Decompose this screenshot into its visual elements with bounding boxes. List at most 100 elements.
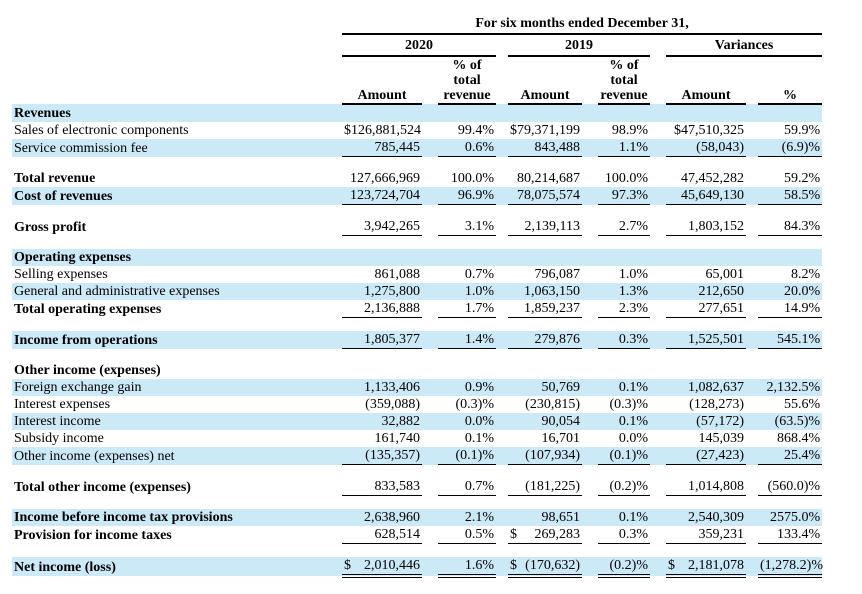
row-label: Subsidy income [14, 431, 104, 446]
cell: $126,881,524 [344, 123, 421, 138]
table-row: Interest expenses (359,088) (0.3)% (230,815… [12, 396, 822, 413]
spacer-cell [12, 157, 822, 171]
cell: $79,371,199 [510, 123, 580, 138]
row-label: Total revenue [14, 171, 96, 186]
spacer-row [12, 349, 822, 363]
row-label: Total operating expenses [14, 301, 162, 317]
column-gap [582, 283, 598, 300]
spacer-row [12, 544, 822, 558]
column-gap [650, 447, 666, 465]
row-label: Foreign exchange gain [14, 380, 142, 395]
table-row: Service commission fee 785,445 0.6% 843,488… [12, 139, 823, 157]
cell: 97.3% [598, 187, 650, 205]
column-gap [582, 104, 598, 122]
col-header-amount-2019: Amount [508, 56, 582, 105]
row-label: Cost of revenues [14, 188, 113, 204]
cell: 279,876 [508, 331, 582, 349]
column-gap [746, 430, 758, 447]
cell: 0.3% [598, 526, 650, 544]
column-gap [650, 300, 666, 318]
cell: 2,638,960 [364, 510, 420, 525]
table-row: Income from operations 1,805,377 1.4% 279,8… [12, 331, 823, 349]
column-gap [650, 283, 666, 300]
period-title: For six months ended December 31, [342, 14, 823, 35]
cell: 2,139,113 [508, 218, 582, 236]
col-header-pct-2019: % of total revenue [598, 56, 650, 105]
cell: 55.6% [783, 397, 821, 412]
col-group-variances: Variances [666, 34, 823, 57]
cell: 3.1% [438, 218, 496, 236]
column-gap [746, 122, 758, 139]
column-gap [422, 379, 438, 396]
column-gap [422, 266, 438, 283]
cell: (560.0)% [758, 478, 823, 496]
column-gap [650, 104, 666, 122]
cell: $2,010,446 [342, 557, 422, 578]
table-row: Other income (expenses) net (135,357) (0.1… [12, 447, 823, 465]
cell: (0.3)% [455, 397, 495, 412]
currency-symbol: $ [344, 558, 351, 573]
cell [666, 362, 746, 379]
col-header-amount-variances: Amount [666, 56, 746, 105]
column-gap [746, 104, 758, 122]
cell: 843,488 [508, 139, 582, 157]
column-gap [582, 557, 598, 576]
column-gap [650, 331, 666, 349]
cell: 2,540,309 [688, 510, 744, 525]
cell: 1,063,150 [524, 284, 580, 299]
cell [598, 104, 650, 122]
spacer-row [12, 205, 822, 219]
column-gap [496, 396, 508, 413]
cell [758, 249, 822, 266]
table-row: Revenues [12, 104, 823, 122]
row-label: Sales of electronic components [14, 123, 189, 138]
column-gap [422, 396, 438, 413]
header-spacer [12, 56, 342, 104]
cell: 145,039 [698, 431, 745, 446]
row-label: General and administrative expenses [14, 284, 220, 299]
column-gap [650, 266, 666, 283]
cell [598, 362, 650, 379]
spacer-cell [12, 544, 822, 558]
cell: 59.9% [783, 123, 821, 138]
cell-value: 2,010,446 [364, 558, 420, 573]
table-row: General and administrative expenses 1,275… [12, 283, 823, 300]
year-header-row: 2020 2019 Variances [12, 34, 823, 57]
cell: 65,001 [705, 267, 745, 282]
cell: 0.1% [618, 380, 648, 395]
cell-value: 269,283 [534, 527, 581, 542]
cell: (27,423) [666, 447, 746, 465]
cell: 45,649,130 [666, 187, 746, 205]
col-header-pct-variances: % [758, 56, 823, 105]
table-row: Cost of revenues 123,724,704 96.9% 78,075,5… [12, 187, 823, 205]
row-label: Operating expenses [14, 250, 132, 265]
row-label: Provision for income taxes [14, 527, 172, 543]
spacer-cell [12, 465, 822, 479]
column-gap [650, 139, 666, 157]
row-label: Other income (expenses) net [14, 448, 175, 464]
cell: 0.6% [438, 139, 496, 157]
column-gap [422, 413, 438, 430]
row-label: Total other income (expenses) [14, 479, 191, 495]
column-gap [422, 331, 438, 349]
column-gap [650, 249, 666, 266]
cell: (135,357) [342, 447, 422, 465]
column-gap [746, 557, 758, 576]
cell: 100.0% [450, 171, 494, 186]
cell: 98.9% [611, 123, 648, 138]
spacer-row [12, 496, 822, 510]
column-gap [496, 187, 508, 205]
cell [598, 249, 650, 266]
cell [508, 249, 582, 266]
column-gap [582, 526, 598, 544]
column-gap [582, 187, 598, 205]
column-gap [582, 218, 598, 236]
column-gap [582, 362, 598, 379]
row-label: Interest income [14, 414, 101, 429]
column-gap [496, 447, 508, 465]
cell: 47,452,282 [681, 171, 744, 186]
cell [342, 249, 422, 266]
table-row: Net income (loss) $2,010,446 1.6% $ (170,632… [12, 557, 823, 578]
column-gap [582, 478, 598, 496]
cell: 0.7% [438, 478, 496, 496]
